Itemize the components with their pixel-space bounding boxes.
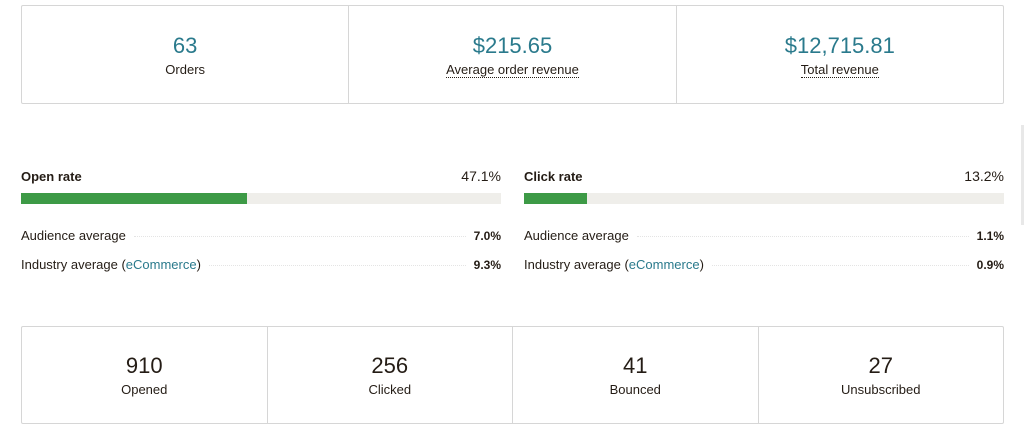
clicked-value: 256 xyxy=(371,353,409,378)
orders-value: 63 xyxy=(172,32,198,58)
click-rate-value: 13.2% xyxy=(964,168,1004,184)
audience-average-value: 7.0% xyxy=(473,229,501,243)
dotted-leader xyxy=(208,265,466,266)
unsubscribed-stat[interactable]: 27 Unsubscribed xyxy=(759,327,1004,423)
industry-average-label: Industry average (eCommerce) xyxy=(524,257,704,272)
total-revenue-stat: $12,715.81 Total revenue xyxy=(677,6,1003,103)
scrollbar[interactable] xyxy=(1021,125,1024,225)
ecommerce-link[interactable]: eCommerce xyxy=(628,257,700,272)
engagement-stats-panel: 910 Opened 256 Clicked 41 Bounced 27 Uns… xyxy=(21,326,1004,424)
audience-average-label: Audience average xyxy=(524,228,629,243)
orders-label: Orders xyxy=(165,61,206,77)
bounced-stat[interactable]: 41 Bounced xyxy=(513,327,759,423)
opened-value: 910 xyxy=(125,353,163,378)
opened-label: Opened xyxy=(121,382,168,397)
ecommerce-link[interactable]: eCommerce xyxy=(125,257,197,272)
orders-stat: 63 Orders xyxy=(22,6,350,103)
bounced-value: 41 xyxy=(623,353,648,378)
open-rate-value: 47.1% xyxy=(461,168,501,184)
click-rate-audience-average-row: Audience average 1.1% xyxy=(524,228,1004,257)
total-revenue-label[interactable]: Total revenue xyxy=(800,61,879,78)
industry-average-value: 9.3% xyxy=(473,258,501,272)
total-revenue-value: $12,715.81 xyxy=(784,32,895,58)
average-order-revenue-label[interactable]: Average order revenue xyxy=(446,61,579,78)
click-rate-bar-track xyxy=(524,193,1004,204)
open-rate-bar-fill xyxy=(21,193,248,204)
open-rate-title: Open rate xyxy=(21,169,82,184)
average-order-revenue-value: $215.65 xyxy=(472,32,553,58)
industry-average-label: Industry average (eCommerce) xyxy=(21,257,201,272)
open-rate-section: Open rate 47.1% Audience average 7.0% In… xyxy=(21,168,501,286)
click-rate-section: Click rate 13.2% Audience average 1.1% I… xyxy=(524,168,1004,286)
unsubscribed-label: Unsubscribed xyxy=(841,382,921,397)
click-rate-title: Click rate xyxy=(524,169,583,184)
opened-stat[interactable]: 910 Opened xyxy=(22,327,268,423)
clicked-stat[interactable]: 256 Clicked xyxy=(268,327,513,423)
dotted-leader xyxy=(636,236,969,237)
clicked-label: Clicked xyxy=(368,382,412,397)
open-rate-bar-track xyxy=(21,193,501,204)
dotted-leader xyxy=(711,265,969,266)
dotted-leader xyxy=(133,236,466,237)
industry-average-value: 0.9% xyxy=(976,258,1004,272)
click-rate-bar-fill xyxy=(524,193,588,204)
average-order-revenue-stat: $215.65 Average order revenue xyxy=(349,6,677,103)
audience-average-value: 1.1% xyxy=(976,229,1004,243)
audience-average-label: Audience average xyxy=(21,228,126,243)
open-rate-industry-average-row: Industry average (eCommerce) 9.3% xyxy=(21,257,501,286)
bounced-label: Bounced xyxy=(609,382,661,397)
open-rate-audience-average-row: Audience average 7.0% xyxy=(21,228,501,257)
revenue-stats-panel: 63 Orders $215.65 Average order revenue … xyxy=(21,5,1004,104)
click-rate-industry-average-row: Industry average (eCommerce) 0.9% xyxy=(524,257,1004,286)
unsubscribed-value: 27 xyxy=(868,353,893,378)
